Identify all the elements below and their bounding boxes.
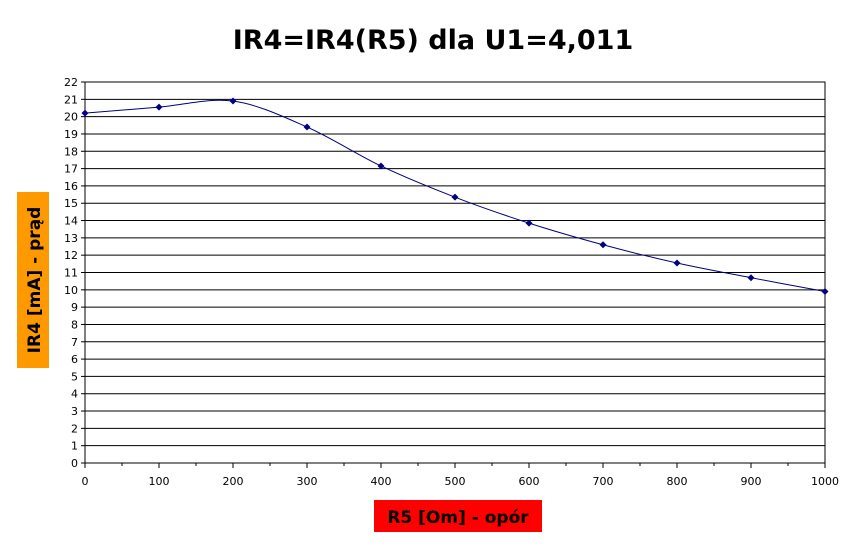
chart-title: IR4=IR4(R5) dla U1=4,011 <box>233 25 633 56</box>
y-tick-label: 3 <box>71 405 78 418</box>
y-tick-label: 10 <box>64 284 78 297</box>
data-point-marker <box>673 259 681 267</box>
y-tick-label: 16 <box>64 180 78 193</box>
y-tick-label: 22 <box>64 76 78 89</box>
data-point-marker <box>377 162 385 170</box>
y-tick-label: 2 <box>71 422 78 435</box>
y-tick-label: 8 <box>71 318 78 331</box>
y-tick-label: 4 <box>71 388 78 401</box>
y-tick-label: 19 <box>64 128 78 141</box>
x-tick-label: 0 <box>82 475 89 488</box>
y-tick-label: 12 <box>64 249 78 262</box>
data-point-marker <box>451 193 459 201</box>
y-tick-label: 17 <box>64 163 78 176</box>
data-point-marker <box>303 123 311 131</box>
y-axis-label: IR4 [mA] - prąd <box>25 207 45 354</box>
x-axis-ticks: 0 100 200 300 400 500 600 700 800 900 1000 <box>82 463 839 488</box>
x-tick-label: 900 <box>741 475 762 488</box>
x-axis-label: R5 [Om] - opór <box>387 508 529 528</box>
x-tick-label: 100 <box>149 475 170 488</box>
y-tick-label: 1 <box>71 440 78 453</box>
data-point-marker <box>525 219 533 227</box>
y-tick-label: 13 <box>64 232 78 245</box>
x-axis-label-box <box>374 500 542 532</box>
y-tick-label: 20 <box>64 111 78 124</box>
x-tick-label: 400 <box>371 475 392 488</box>
y-tick-label: 15 <box>64 197 78 210</box>
y-tick-label: 18 <box>64 145 78 158</box>
grid <box>85 81 825 464</box>
x-tick-label: 700 <box>593 475 614 488</box>
x-tick-label: 300 <box>297 475 318 488</box>
data-point-marker <box>599 241 607 249</box>
data-point-marker <box>821 288 829 296</box>
x-tick-label: 800 <box>667 475 688 488</box>
data-point-marker <box>229 97 237 105</box>
x-tick-label: 600 <box>519 475 540 488</box>
y-tick-label: 9 <box>71 301 78 314</box>
y-tick-label: 11 <box>64 267 78 280</box>
x-tick-label: 200 <box>223 475 244 488</box>
data-point-marker <box>747 274 755 282</box>
data-point-marker <box>155 103 163 111</box>
y-axis-label-box <box>17 192 49 368</box>
x-tick-label: 500 <box>445 475 466 488</box>
y-tick-label: 7 <box>71 336 78 349</box>
y-tick-label: 5 <box>71 370 78 383</box>
y-tick-label: 21 <box>64 93 78 106</box>
y-tick-label: 6 <box>71 353 78 366</box>
y-tick-label: 14 <box>64 215 78 228</box>
y-tick-label: 0 <box>71 457 78 470</box>
x-tick-label: 1000 <box>811 475 839 488</box>
series-markers <box>81 97 829 296</box>
data-point-marker <box>81 109 89 117</box>
